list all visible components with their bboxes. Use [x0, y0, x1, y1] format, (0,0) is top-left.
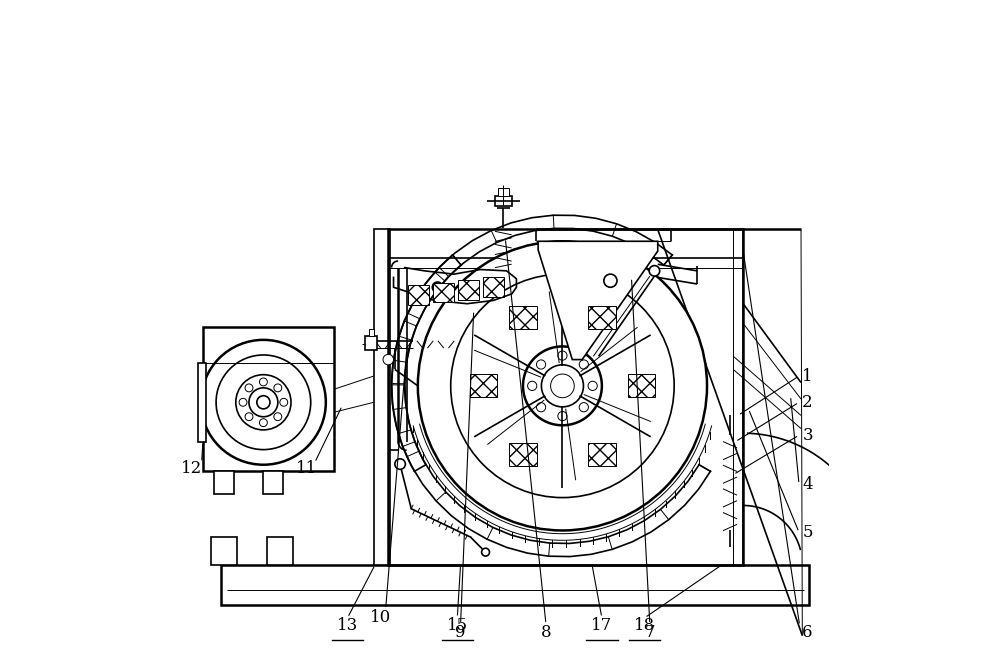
Polygon shape [538, 242, 658, 360]
Text: 6: 6 [802, 624, 813, 641]
Text: 5: 5 [802, 524, 813, 541]
Text: 18: 18 [634, 617, 655, 634]
Bar [369, 329, 374, 336]
Bar [267, 537, 293, 564]
Bar [628, 374, 655, 397]
Bar [433, 282, 454, 302]
Bar [365, 336, 377, 350]
Circle shape [649, 265, 660, 276]
Text: 7: 7 [645, 624, 655, 641]
Text: 8: 8 [541, 624, 551, 641]
Circle shape [418, 242, 707, 531]
Circle shape [482, 548, 489, 556]
Bar [495, 196, 512, 207]
Bar [498, 188, 509, 196]
Bar [221, 565, 809, 605]
Text: 1: 1 [802, 368, 813, 385]
Text: 2: 2 [802, 394, 813, 411]
Bar [198, 363, 206, 442]
Bar [588, 306, 616, 329]
Bar [263, 471, 283, 494]
Text: 4: 4 [802, 476, 813, 493]
Text: 15: 15 [447, 617, 468, 634]
Bar [388, 230, 743, 564]
Bar [203, 327, 334, 471]
Bar [509, 443, 537, 466]
Bar [214, 471, 234, 494]
Bar [374, 230, 390, 564]
Text: 3: 3 [802, 426, 813, 444]
Text: 17: 17 [591, 617, 612, 634]
Text: 12: 12 [180, 459, 202, 477]
Bar [211, 537, 237, 564]
Bar [470, 374, 497, 397]
Circle shape [432, 282, 443, 292]
Text: 9: 9 [455, 624, 466, 641]
Circle shape [257, 396, 270, 409]
Bar [483, 277, 504, 297]
Bar [408, 285, 429, 305]
Text: 13: 13 [337, 617, 358, 634]
Bar [588, 443, 616, 466]
Bar [458, 280, 479, 300]
Text: 10: 10 [370, 609, 391, 626]
Text: 11: 11 [295, 459, 317, 477]
Circle shape [604, 274, 617, 287]
Circle shape [395, 459, 405, 469]
Bar [509, 306, 537, 329]
Circle shape [383, 354, 394, 365]
